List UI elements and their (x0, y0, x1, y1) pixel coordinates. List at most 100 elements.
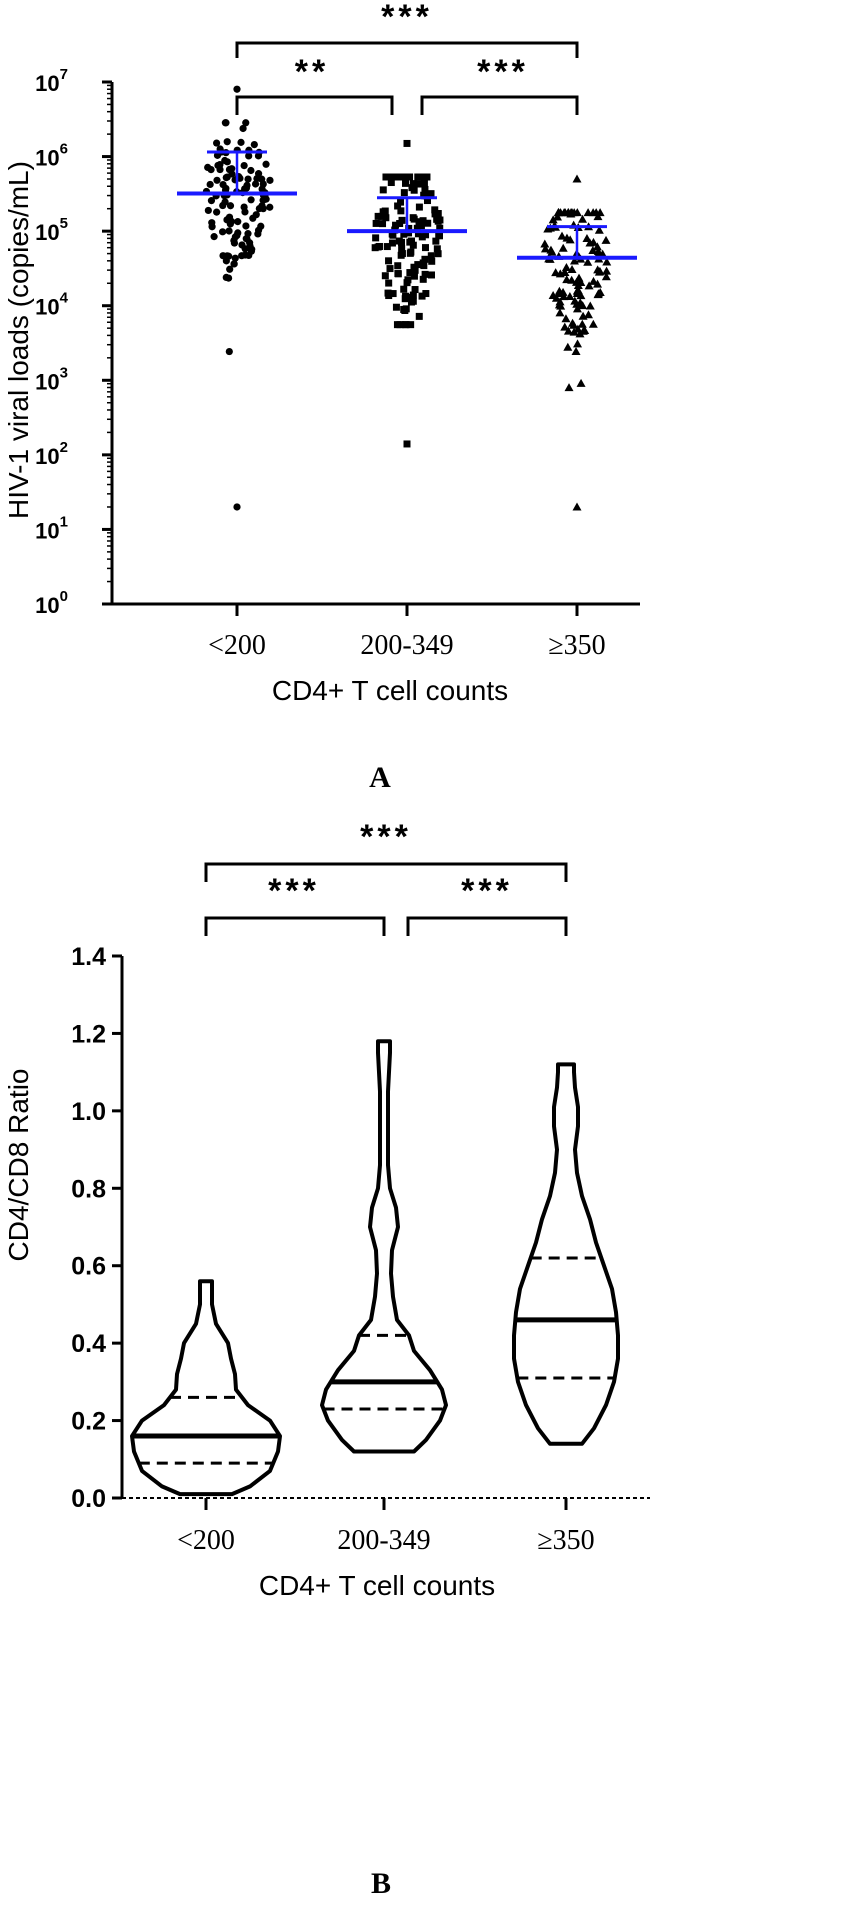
panel-a-point (233, 503, 241, 511)
panel-a-point (428, 257, 436, 265)
panel-a-point (226, 202, 235, 210)
panel-a-point (213, 208, 221, 216)
panel-a-point (204, 206, 212, 215)
panel-a-point (548, 215, 558, 224)
panel-a-point (421, 270, 429, 278)
panel-b-y-axis-title: CD4/CD8 Ratio (3, 1069, 34, 1262)
panel-a-point (398, 245, 406, 253)
panel-b-y-tick-label: 0.2 (71, 1408, 106, 1436)
panel-a-point (401, 179, 409, 187)
panel-a-bracket (235, 41, 579, 58)
panel-a-point (418, 233, 426, 241)
panel-a-point (394, 270, 402, 278)
panel-b-ratio-violin: 0.0 0.2 0.4 0.6 0.8 1.0 1.2 1.4 <200 200-349 ≥350… (3, 818, 650, 1900)
panel-b-y-tick-label: 0.0 (71, 1485, 106, 1513)
panel-a-point (223, 173, 231, 181)
panel-a-point (225, 347, 233, 356)
panel-a-point (582, 234, 592, 243)
panel-a-point (403, 139, 411, 147)
panel-a-point (411, 286, 419, 294)
panel-b-x-axis-title: CD4+ T cell counts (259, 1570, 495, 1601)
panel-a-point (567, 265, 577, 274)
panel-a-point (415, 312, 423, 320)
panel-a-point (266, 176, 274, 184)
panel-a-point (540, 239, 550, 248)
panel-a-point (242, 222, 250, 230)
panel-a-point (397, 198, 405, 206)
panel-a-point (420, 173, 428, 181)
panel-a-point (402, 321, 410, 329)
panel-a-point (436, 224, 444, 232)
panel-a-point (231, 254, 239, 262)
panel-a-point (400, 230, 408, 238)
panel-b-violin-outline (320, 1039, 448, 1454)
panel-a-point (584, 281, 594, 290)
panel-a-point (594, 225, 604, 234)
panel-a-y-tick-label: 104 (35, 290, 68, 320)
panel-a-point (240, 162, 248, 170)
panel-a-point (241, 185, 249, 193)
panel-a-point (398, 238, 406, 246)
panel-b-violin-outline (130, 1279, 282, 1497)
panel-a-point (577, 319, 587, 328)
panel-a-point (221, 198, 229, 206)
panel-a-point (578, 326, 588, 335)
panel-a-point (409, 180, 417, 188)
panel-a-point (421, 244, 429, 252)
panel-a-point (233, 85, 241, 93)
panel-a-point (434, 210, 442, 218)
panel-a-point (213, 176, 221, 184)
panel-a-point (388, 239, 396, 247)
panel-a-point (225, 213, 234, 221)
panel-a-point (573, 281, 583, 290)
panel-a-point (568, 318, 578, 327)
panel-a-point (572, 174, 582, 183)
panel-a-point (410, 263, 418, 271)
panel-b-axes (120, 956, 650, 1499)
panel-a-point (231, 233, 239, 241)
panel-a-point (400, 285, 408, 293)
panel-a-label: A (369, 761, 391, 794)
panel-a-point (559, 292, 569, 301)
panel-a-bracket (235, 95, 394, 115)
panel-a-point (588, 246, 598, 255)
panel-a-point (405, 224, 413, 232)
panel-a-point (557, 231, 567, 240)
panel-b-x-tick-label: ≥350 (537, 1525, 594, 1556)
panel-a-point (431, 206, 439, 214)
panel-a-point (250, 141, 258, 149)
panel-a-point (226, 220, 234, 228)
panel-a-point (576, 291, 586, 300)
panel-a-point (224, 274, 233, 282)
panel-a-point (219, 180, 227, 189)
panel-a-point (572, 304, 582, 313)
panel-a-point (378, 212, 386, 220)
panel-a-point (230, 260, 238, 268)
panel-a-point (601, 272, 611, 281)
panel-a-point (379, 220, 387, 228)
panel-a-point (262, 160, 270, 168)
panel-a-point (583, 208, 593, 217)
panel-a-viral-load-scatter: 100 101 102 103 104 105 106 107 <200 200-349 ≥350… (3, 0, 640, 794)
panel-a-point (572, 299, 582, 308)
panel-a-point (406, 269, 414, 277)
panel-a-point (588, 319, 598, 328)
panel-a-point (583, 257, 593, 266)
panel-b-violin-outline (512, 1062, 620, 1446)
panel-a-y-tick-label: 103 (35, 364, 68, 394)
panel-a-point (216, 165, 224, 174)
panel-a-point (237, 138, 245, 146)
panel-b-x-ticks: <200 200-349 ≥350 (177, 1498, 595, 1556)
panel-a-x-tick-label: 200-349 (360, 630, 453, 661)
panel-a-point (386, 265, 394, 273)
panel-a-point (238, 241, 246, 249)
panel-a-point (389, 290, 397, 298)
panel-a-significance-label: *** (381, 0, 433, 36)
panel-a-point (427, 190, 435, 198)
panel-a-point (602, 257, 612, 266)
panel-a-axes (110, 82, 640, 606)
panel-a-point (241, 251, 249, 259)
panel-a-point (381, 272, 389, 280)
panel-a-point (585, 301, 595, 310)
panel-a-point (379, 186, 387, 194)
